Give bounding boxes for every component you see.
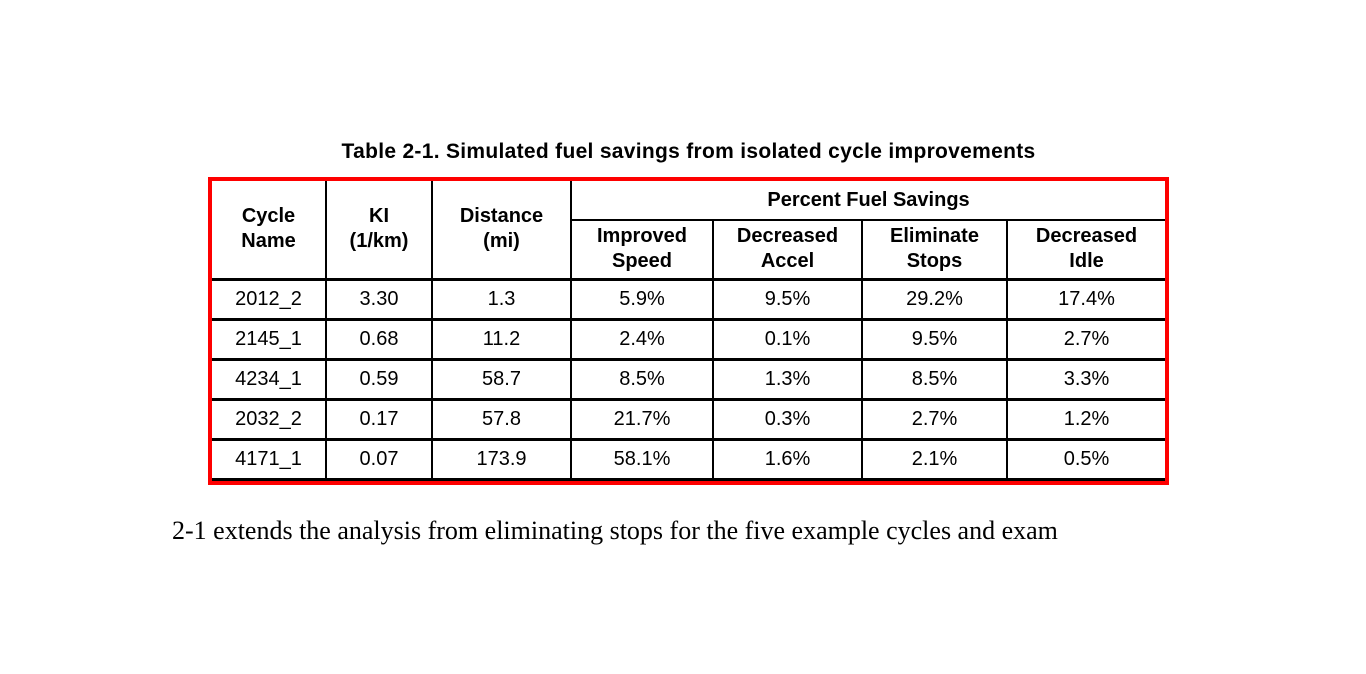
header-distance: Distance (mi)	[431, 181, 572, 281]
cell-decreased-accel: 9.5%	[712, 277, 863, 321]
cell-cycle-name: 4171_1	[212, 437, 327, 481]
cell-decreased-idle: 17.4%	[1005, 277, 1166, 321]
cell-cycle-name: 4234_1	[212, 357, 327, 401]
cell-ki: 0.59	[325, 357, 433, 401]
cell-ki: 0.17	[325, 397, 433, 441]
header-ki: KI (1/km)	[325, 181, 433, 281]
fuel-savings-table-frame: Cycle Name KI (1/km) Distance (mi) Perce…	[208, 177, 1170, 485]
table-row: 2032_2 0.17 57.8 21.7% 0.3% 2.7% 1.2%	[212, 397, 1166, 441]
cell-eliminate-stops: 9.5%	[861, 317, 1008, 361]
cell-decreased-accel: 1.6%	[712, 437, 863, 481]
header-decreased-accel: Decreased Accel	[712, 219, 863, 281]
cell-decreased-accel: 0.1%	[712, 317, 863, 361]
cell-decreased-idle: 1.2%	[1005, 397, 1166, 441]
cell-distance: 173.9	[431, 437, 572, 481]
table-row: 4171_1 0.07 173.9 58.1% 1.6% 2.1% 0.5%	[212, 437, 1166, 481]
cell-improved-speed: 8.5%	[570, 357, 714, 401]
cell-decreased-accel: 1.3%	[712, 357, 863, 401]
table-header-row-sub: Improved Speed Decreased Accel Eliminate…	[212, 219, 1166, 281]
header-improved-speed: Improved Speed	[570, 219, 714, 281]
cell-eliminate-stops: 2.7%	[861, 397, 1008, 441]
cell-improved-speed: 58.1%	[570, 437, 714, 481]
cell-distance: 58.7	[431, 357, 572, 401]
header-percent-fuel-savings: Percent Fuel Savings	[569, 181, 1166, 221]
table-title: Table 2-1. Simulated fuel savings from i…	[341, 140, 1036, 163]
cell-improved-speed: 2.4%	[570, 317, 714, 361]
cell-improved-speed: 21.7%	[570, 397, 714, 441]
cell-eliminate-stops: 8.5%	[861, 357, 1008, 401]
table-header-row-top: Cycle Name KI (1/km) Distance (mi) Perce…	[212, 181, 1166, 281]
cell-improved-speed: 5.9%	[570, 277, 714, 321]
table-row: 2012_2 3.30 1.3 5.9% 9.5% 29.2% 17.4%	[212, 277, 1166, 321]
cell-ki: 0.68	[325, 317, 433, 361]
cell-decreased-idle: 2.7%	[1005, 317, 1166, 361]
cell-distance: 57.8	[431, 397, 572, 441]
cell-cycle-name: 2145_1	[212, 317, 327, 361]
cell-eliminate-stops: 29.2%	[861, 277, 1008, 321]
cell-cycle-name: 2012_2	[212, 277, 327, 321]
header-decreased-idle: Decreased Idle	[1005, 219, 1166, 281]
cell-cycle-name: 2032_2	[212, 397, 327, 441]
cell-ki: 3.30	[325, 277, 433, 321]
fuel-savings-table: Cycle Name KI (1/km) Distance (mi) Perce…	[212, 181, 1166, 481]
cell-ki: 0.07	[325, 437, 433, 481]
cell-distance: 1.3	[431, 277, 572, 321]
cell-decreased-accel: 0.3%	[712, 397, 863, 441]
header-cycle-name: Cycle Name	[212, 181, 327, 281]
cell-distance: 11.2	[431, 317, 572, 361]
table-row: 2145_1 0.68 11.2 2.4% 0.1% 9.5% 2.7%	[212, 317, 1166, 361]
table-row: 4234_1 0.59 58.7 8.5% 1.3% 8.5% 3.3%	[212, 357, 1166, 401]
cell-decreased-idle: 0.5%	[1005, 437, 1166, 481]
header-eliminate-stops: Eliminate Stops	[861, 219, 1008, 281]
cell-decreased-idle: 3.3%	[1005, 357, 1166, 401]
body-text: 2-1 extends the analysis from eliminatin…	[172, 516, 1058, 545]
cell-eliminate-stops: 2.1%	[861, 437, 1008, 481]
